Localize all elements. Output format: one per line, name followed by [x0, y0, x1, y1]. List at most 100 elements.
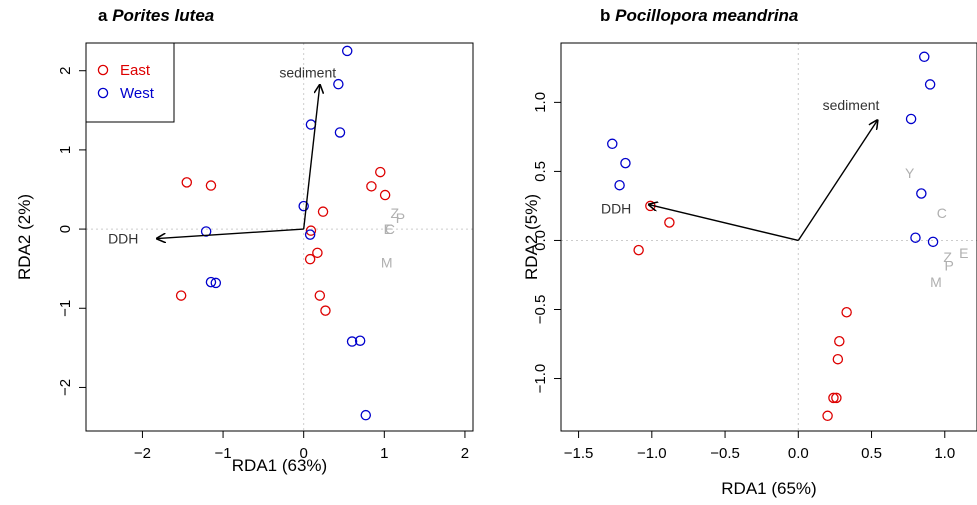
point-east: [314, 290, 326, 301]
panel-species: Pocillopora meandrina: [615, 6, 799, 25]
point-west: [354, 335, 366, 346]
point-west: [333, 78, 344, 90]
plot-frame: [85, 42, 474, 432]
panel-species: Porites lutea: [112, 6, 215, 25]
y-tick-label: 2: [57, 67, 74, 75]
loading-label: Z: [943, 249, 952, 265]
y-tick-label: 0.0: [532, 230, 549, 251]
vector-label: DDH: [108, 231, 138, 247]
legend-marker-west: [97, 87, 109, 99]
y-axis-label: RDA2 (5%): [522, 194, 541, 280]
y-tick-label: −1: [57, 300, 74, 317]
panel-title-b: b Pocillopora meandrina: [600, 6, 798, 26]
loading-label: C: [385, 221, 395, 237]
x-tick-label: −1: [215, 445, 232, 462]
point-west: [924, 79, 936, 90]
point-west: [346, 336, 358, 347]
point-west: [614, 179, 625, 191]
x-tick-label: 2: [461, 445, 469, 462]
point-east: [366, 181, 377, 192]
x-tick-label: 1.0: [934, 445, 955, 462]
panel-title-a: a Porites lutea: [98, 6, 214, 26]
point-east: [181, 177, 193, 188]
point-west: [334, 127, 346, 138]
vector-arrow: [302, 85, 320, 230]
plot-frame: [560, 42, 977, 432]
point-west: [905, 113, 917, 125]
vector-arrow: [797, 120, 877, 241]
vector-arrow: [649, 205, 799, 242]
y-tick-label: −0.5: [532, 295, 549, 325]
x-axis-label: RDA1 (65%): [721, 479, 816, 498]
loading-label: E: [384, 221, 393, 237]
panel-letter: b: [600, 6, 611, 25]
point-west: [910, 232, 921, 243]
loading-label: M: [381, 254, 393, 270]
loading-label: Z: [391, 205, 400, 221]
loading-label: C: [937, 205, 947, 221]
point-west: [210, 277, 222, 289]
point-west: [927, 236, 939, 248]
point-east: [834, 335, 845, 347]
point-east: [664, 217, 675, 228]
loading-label: P: [396, 210, 405, 226]
panel-letter: a: [98, 6, 108, 25]
point-east: [379, 189, 391, 201]
legend-box: [85, 42, 175, 123]
point-west: [620, 157, 631, 169]
point-west: [607, 138, 618, 150]
point-east: [320, 305, 331, 316]
x-axis-label: RDA1 (63%): [232, 456, 327, 475]
point-east: [633, 244, 644, 256]
point-east: [205, 180, 217, 191]
point-west: [341, 45, 353, 57]
x-tick-label: 0.0: [788, 445, 809, 462]
point-west: [205, 276, 217, 288]
y-tick-label: 0: [57, 225, 74, 233]
vector-label: sediment: [279, 64, 336, 80]
legend-label-west: West: [120, 85, 155, 102]
point-east: [832, 353, 844, 365]
loading-label: M: [930, 274, 942, 290]
loading-label: E: [959, 245, 968, 261]
loading-label: Y: [905, 165, 915, 181]
point-west: [298, 200, 309, 212]
x-tick-label: −2: [134, 445, 151, 462]
point-east: [822, 410, 833, 422]
x-tick-label: 1: [380, 445, 388, 462]
x-tick-label: −0.5: [710, 445, 740, 462]
point-east: [304, 253, 316, 265]
point-west: [305, 119, 317, 130]
point-west: [304, 229, 316, 240]
point-east: [828, 392, 839, 404]
y-tick-label: 0.5: [532, 161, 549, 182]
vector-arrow: [157, 228, 304, 239]
legend-marker-east: [97, 64, 109, 76]
point-east: [312, 247, 323, 259]
point-east: [375, 166, 386, 178]
x-tick-label: −1.0: [637, 445, 667, 462]
point-east: [175, 290, 187, 301]
vector-label: sediment: [823, 97, 880, 113]
biplot-panel-b: −1.5 −1.0 −0.5 0.0 0.5 1.0 −1.0 −0.5 0.0 0.5 1.0 RD…: [522, 42, 977, 498]
y-tick-label: 1: [57, 146, 74, 154]
legend-label-east: East: [120, 62, 151, 79]
y-tick-label: 1.0: [532, 92, 549, 113]
point-east: [305, 225, 317, 236]
y-tick-label: −2: [57, 379, 74, 396]
y-axis-label: RDA2 (2%): [15, 194, 34, 280]
x-tick-label: −1.5: [564, 445, 594, 462]
point-east: [831, 392, 842, 404]
x-tick-label: 0: [300, 445, 308, 462]
y-tick-label: −1.0: [532, 364, 549, 394]
point-east: [841, 307, 852, 318]
point-west: [360, 409, 372, 421]
loading-label: P: [944, 257, 953, 273]
vector-label: DDH: [601, 201, 631, 217]
point-west: [919, 51, 930, 63]
legend: East West: [85, 42, 175, 123]
point-west: [916, 188, 927, 199]
point-east: [317, 206, 329, 217]
